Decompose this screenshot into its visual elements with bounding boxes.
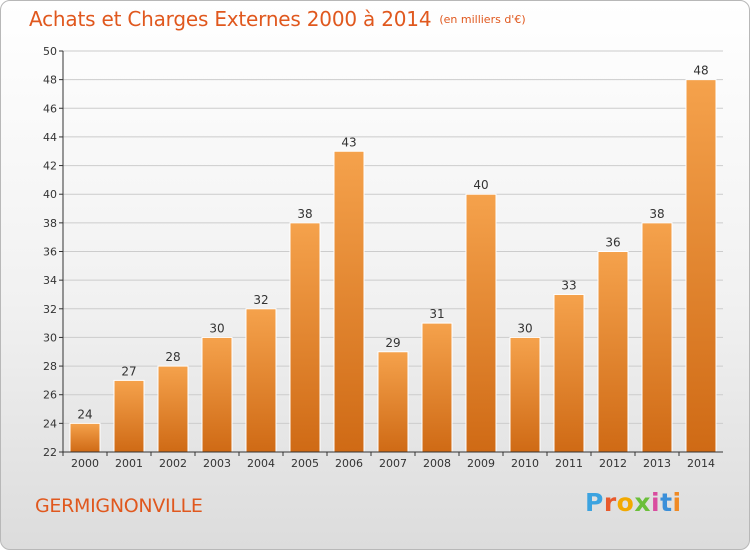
x-tick-label: 2000 xyxy=(71,457,99,470)
x-tick-label: 2014 xyxy=(687,457,715,470)
y-tick-label: 42 xyxy=(43,160,57,173)
data-label: 33 xyxy=(561,278,576,292)
bar xyxy=(377,351,409,453)
x-tick-label: 2007 xyxy=(379,457,407,470)
x-axis-ticks: 2000 2001 2002 2003 2004 2005 2006 2007 2008 2009… xyxy=(62,452,715,470)
data-label: 38 xyxy=(297,207,312,221)
commune-name: GERMIGNONVILLE xyxy=(35,495,203,517)
data-label: 29 xyxy=(385,336,400,350)
bar xyxy=(509,336,541,453)
data-label: 27 xyxy=(121,364,136,378)
y-tick-label: 30 xyxy=(43,331,57,344)
y-tick-label: 22 xyxy=(43,446,57,459)
data-label: 36 xyxy=(605,236,620,250)
y-tick-label: 46 xyxy=(43,102,57,115)
logo-letter: o xyxy=(616,488,635,517)
data-label: 48 xyxy=(693,64,708,78)
x-tick-label: 2003 xyxy=(203,457,231,470)
y-tick-label: 44 xyxy=(43,131,57,144)
y-axis-ticks: 22 24 26 28 30 32 34 36 38 40 42 44 46 48 50 xyxy=(43,45,63,459)
data-label: 40 xyxy=(473,178,488,192)
bars xyxy=(69,79,717,453)
data-label: 38 xyxy=(649,207,664,221)
x-tick-label: 2012 xyxy=(599,457,627,470)
data-label: 43 xyxy=(341,135,356,149)
data-label: 28 xyxy=(165,350,180,364)
logo-letter: t xyxy=(660,488,673,517)
y-tick-label: 26 xyxy=(43,389,57,402)
bar xyxy=(597,251,629,453)
x-tick-label: 2013 xyxy=(643,457,671,470)
y-tick-label: 50 xyxy=(43,45,57,58)
x-tick-label: 2001 xyxy=(115,457,143,470)
bar xyxy=(465,193,497,453)
bar xyxy=(553,293,585,453)
bar xyxy=(201,336,233,453)
bar xyxy=(69,422,101,453)
bar xyxy=(245,308,277,453)
y-tick-label: 28 xyxy=(43,360,57,373)
bar xyxy=(157,365,189,453)
bar xyxy=(333,150,365,453)
logo-letter: P xyxy=(585,488,604,517)
chart-title: Achats et Charges Externes 2000 à 2014 (e… xyxy=(29,7,526,31)
data-label: 30 xyxy=(209,321,224,335)
logo-letter: i xyxy=(651,488,661,517)
x-tick-label: 2006 xyxy=(335,457,363,470)
x-tick-label: 2005 xyxy=(291,457,319,470)
x-tick-label: 2004 xyxy=(247,457,275,470)
bar xyxy=(113,379,145,453)
data-labels: 24 27 28 30 32 38 43 29 31 40 30 33 36 38 48 xyxy=(77,64,708,422)
data-label: 31 xyxy=(429,307,444,321)
y-tick-label: 32 xyxy=(43,303,57,316)
x-tick-label: 2011 xyxy=(555,457,583,470)
logo-letter: x xyxy=(634,488,651,517)
y-tick-label: 40 xyxy=(43,188,57,201)
x-tick-label: 2002 xyxy=(159,457,187,470)
y-tick-label: 48 xyxy=(43,74,57,87)
bar xyxy=(641,222,673,453)
y-tick-label: 24 xyxy=(43,417,57,430)
data-label: 30 xyxy=(517,321,532,335)
y-tick-label: 36 xyxy=(43,246,57,259)
chart-unit: (en milliers d'€) xyxy=(439,13,526,26)
data-label: 24 xyxy=(77,407,92,421)
logo-letter: r xyxy=(603,488,617,517)
x-tick-label: 2010 xyxy=(511,457,539,470)
y-tick-label: 38 xyxy=(43,217,57,230)
data-label: 32 xyxy=(253,293,268,307)
x-tick-label: 2008 xyxy=(423,457,451,470)
bar xyxy=(421,322,453,453)
x-tick-label: 2009 xyxy=(467,457,495,470)
bar xyxy=(685,79,717,453)
proxiti-logo: Proxiti xyxy=(585,488,682,517)
y-tick-label: 34 xyxy=(43,274,57,287)
bar xyxy=(289,222,321,453)
chart-title-text: Achats et Charges Externes 2000 à 2014 xyxy=(29,7,432,31)
logo-letter: i xyxy=(672,488,682,517)
